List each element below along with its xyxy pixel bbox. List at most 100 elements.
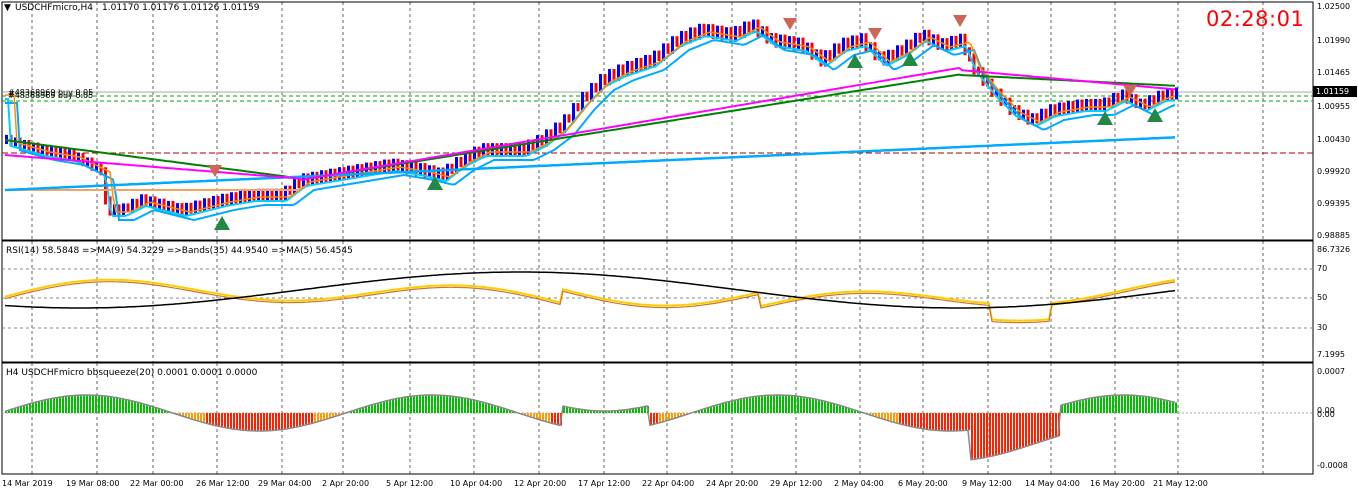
price-bar bbox=[770, 33, 773, 44]
price-bar bbox=[1071, 101, 1075, 113]
squeeze-bar bbox=[551, 413, 553, 424]
squeeze-bar bbox=[152, 406, 154, 413]
price-bar bbox=[401, 160, 404, 173]
price-bar bbox=[590, 83, 593, 102]
squeeze-bar bbox=[1163, 399, 1165, 413]
price-bar bbox=[185, 202, 188, 216]
squeeze-bar bbox=[935, 413, 937, 431]
price-bar bbox=[135, 198, 139, 208]
squeeze-bar bbox=[314, 413, 316, 423]
squeeze-bar bbox=[785, 395, 787, 413]
price-bar bbox=[198, 200, 202, 212]
squeeze-bar bbox=[1166, 400, 1168, 413]
price-bar bbox=[252, 189, 256, 202]
squeeze-bar bbox=[398, 398, 400, 413]
squeeze-bar bbox=[1094, 397, 1096, 413]
squeeze-bar bbox=[17, 407, 19, 413]
price-bar bbox=[653, 50, 656, 68]
squeeze-bar bbox=[137, 402, 139, 413]
panel-collapse-icon[interactable]: ▼ bbox=[4, 3, 11, 13]
squeeze-bar bbox=[296, 413, 298, 428]
price-bar bbox=[959, 33, 962, 48]
price-bar bbox=[711, 24, 715, 39]
squeeze-bar bbox=[920, 413, 922, 429]
time-label: 5 Apr 12:00 bbox=[386, 479, 434, 488]
squeeze-bar bbox=[11, 409, 13, 413]
squeeze-bar bbox=[164, 410, 166, 413]
squeeze-bar bbox=[1004, 413, 1006, 454]
squeeze-bar bbox=[302, 413, 304, 426]
squeeze-bar bbox=[671, 413, 673, 420]
squeeze-bar bbox=[923, 413, 925, 429]
squeeze-bar bbox=[797, 396, 799, 413]
squeeze-bar bbox=[965, 413, 967, 431]
price-bar bbox=[630, 61, 634, 74]
squeeze-bar bbox=[1100, 396, 1102, 413]
squeeze-bar bbox=[869, 413, 871, 415]
price-bar bbox=[1116, 93, 1120, 103]
squeeze-bar bbox=[230, 413, 232, 429]
squeeze-bar bbox=[914, 413, 916, 428]
squeeze-bar bbox=[482, 401, 484, 413]
squeeze-bar bbox=[278, 413, 280, 430]
price-bar bbox=[275, 188, 278, 202]
price-bar bbox=[896, 45, 899, 61]
squeeze-bar bbox=[1040, 413, 1042, 442]
squeeze-bar bbox=[1139, 395, 1141, 413]
squeeze-bar bbox=[353, 410, 355, 413]
squeeze-label: H4 USDCHFmicro bbsqueeze(20) 0.0001 0.00… bbox=[6, 368, 258, 378]
current-price-tag: 1.01159 bbox=[1313, 86, 1357, 97]
price-bar bbox=[1161, 90, 1165, 101]
price-bar bbox=[248, 189, 251, 203]
squeeze-bar bbox=[1079, 400, 1081, 413]
price-bar bbox=[734, 26, 737, 42]
price-bar bbox=[707, 24, 710, 38]
squeeze-bar bbox=[1130, 395, 1132, 413]
squeeze-bar bbox=[488, 403, 490, 413]
squeeze-bar bbox=[710, 406, 712, 413]
squeeze-outline bbox=[4, 394, 1176, 461]
squeeze-bar bbox=[374, 404, 376, 413]
squeeze-bar bbox=[599, 410, 601, 413]
price-bar bbox=[576, 103, 580, 112]
price-bar bbox=[149, 196, 152, 207]
price-bar bbox=[468, 151, 472, 163]
price-bar bbox=[819, 49, 823, 67]
price-bar bbox=[293, 178, 296, 195]
squeeze-bar bbox=[392, 399, 394, 413]
price-bar bbox=[891, 49, 895, 61]
squeeze-bar bbox=[1034, 413, 1036, 444]
rsi-tick: 7.1995 bbox=[1317, 350, 1345, 359]
buy-arrow bbox=[847, 54, 863, 68]
squeeze-bar bbox=[566, 406, 568, 413]
symbol-info: USDCHFmicro,H4 bbox=[15, 3, 94, 13]
squeeze-bar bbox=[743, 398, 745, 413]
price-tick: 1.00430 bbox=[1317, 135, 1351, 144]
price-bar bbox=[455, 156, 458, 174]
price-bar bbox=[837, 43, 841, 54]
squeeze-bar bbox=[608, 410, 610, 413]
squeeze-bar bbox=[680, 413, 682, 417]
price-bar bbox=[531, 139, 535, 152]
price-bar bbox=[855, 35, 859, 48]
squeeze-bar bbox=[650, 413, 652, 426]
order-label[interactable]: #48368969 buy 0.05 bbox=[8, 91, 94, 100]
price-bar bbox=[671, 36, 674, 54]
price-bar bbox=[513, 143, 517, 157]
squeeze-bar bbox=[536, 413, 538, 419]
time-label: 14 Mar 2019 bbox=[2, 479, 53, 488]
squeeze-bar bbox=[809, 397, 811, 413]
squeeze-bar bbox=[539, 413, 541, 420]
squeeze-bar bbox=[1076, 401, 1078, 413]
price-bar bbox=[207, 198, 211, 210]
squeeze-bar bbox=[911, 413, 913, 427]
squeeze-bar bbox=[761, 395, 763, 413]
price-bar bbox=[441, 167, 445, 181]
price-bar bbox=[846, 37, 850, 51]
squeeze-bar bbox=[674, 413, 676, 419]
price-bar bbox=[792, 36, 796, 51]
squeeze-bar bbox=[1145, 396, 1147, 413]
rsi-tick: 86.7326 bbox=[1317, 245, 1351, 254]
squeeze-bar bbox=[614, 410, 616, 413]
